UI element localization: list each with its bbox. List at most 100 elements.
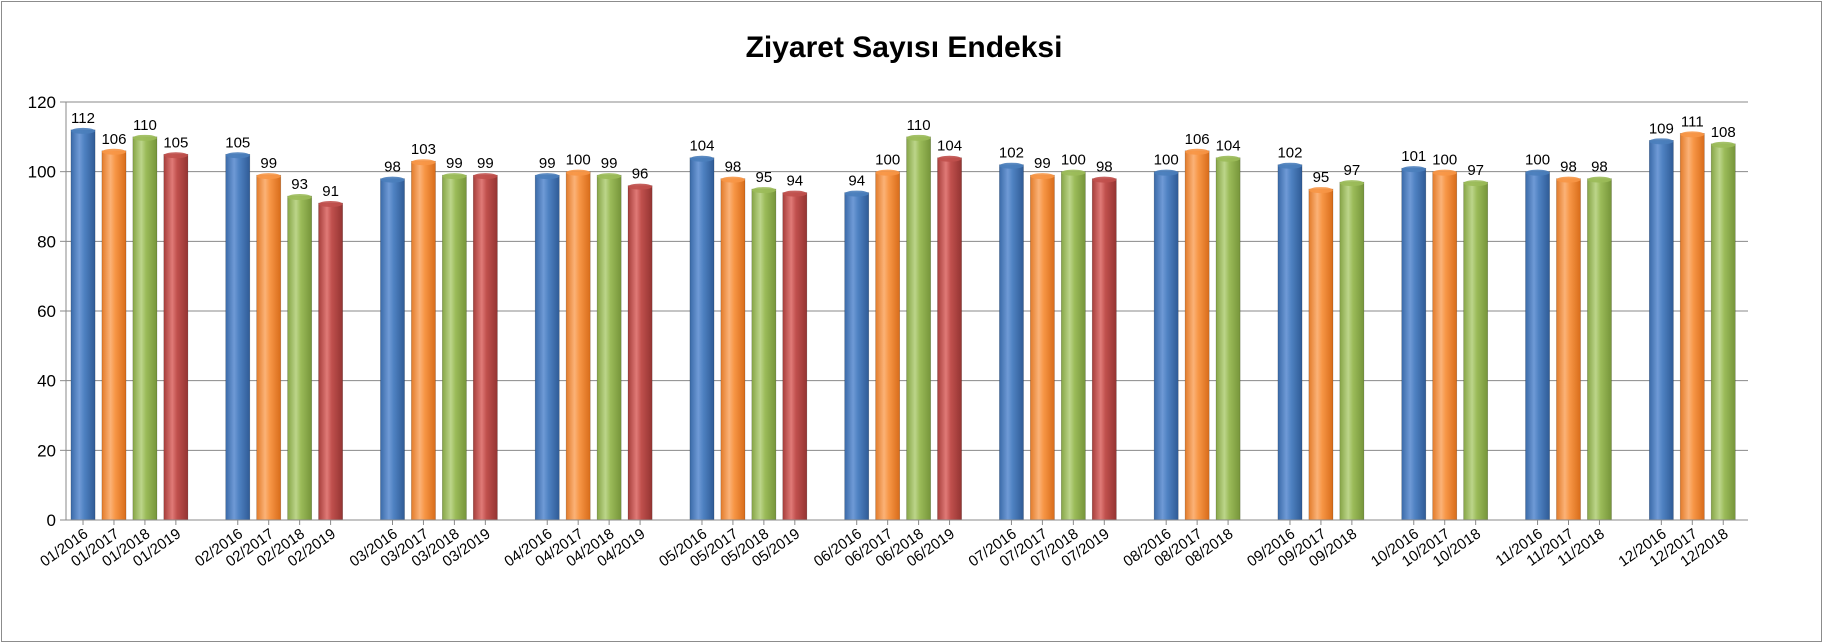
data-label: 103 [411,141,436,158]
data-label: 104 [1216,138,1241,155]
bar-2017 [1679,133,1705,521]
bar-2016 [999,164,1024,521]
bar-2016 [380,178,405,521]
data-label: 111 [1681,113,1704,130]
data-label: 91 [322,183,339,200]
data-label: 99 [446,155,463,172]
chart-title: Ziyaret Sayısı Endeksi [746,31,1063,64]
data-label: 99 [477,155,494,172]
bar-top [287,194,312,201]
data-label: 98 [1096,159,1113,176]
bar-top [101,148,127,155]
bar-top [132,134,157,141]
data-label: 108 [1711,124,1736,141]
bar-top [1061,169,1086,176]
bar-2016 [1648,140,1674,521]
bar-2018 [906,136,931,521]
bar-top [1339,180,1364,187]
bar-2016 [1153,171,1179,521]
bar-top [1030,173,1055,180]
bar-2019 [163,153,189,521]
bar-2018 [1060,171,1086,521]
data-label: 97 [1344,162,1361,179]
data-label: 98 [1591,159,1608,176]
y-axis: 0 20 40 60 80 100 120 [28,93,67,530]
bar-top [875,169,900,176]
bar-2017 [565,171,591,521]
data-label: 98 [1560,159,1577,176]
bar-top [1649,138,1674,145]
bar-top [535,173,560,180]
data-label: 105 [225,134,250,151]
bar-2018 [596,174,622,521]
bar-top [689,155,715,162]
bar-top [628,183,653,190]
y-tick-label: 20 [37,441,56,460]
bar-2018 [1710,143,1736,521]
bar-top [225,152,250,159]
data-label: 99 [601,155,618,172]
data-label: 104 [937,138,962,155]
bar-top [163,152,188,159]
data-label: 100 [1061,152,1086,169]
bar-2018 [132,136,158,521]
data-label: 109 [1649,120,1674,137]
bar-2016 [1277,164,1303,521]
bar-top [70,127,96,134]
bar-top [1556,176,1581,183]
bar-2017 [875,171,901,521]
y-tick-label: 100 [28,163,56,182]
bar-top [1185,148,1210,155]
y-tick-label: 0 [47,511,56,530]
bar-2017 [411,160,436,521]
bar-2018 [1463,181,1489,521]
bar-top [1525,169,1550,176]
data-label: 105 [163,134,188,151]
bar-top [1092,176,1117,183]
bar-2018 [1215,157,1241,521]
data-label: 110 [133,117,157,134]
data-label: 112 [71,110,95,127]
bar-2017 [1184,150,1210,521]
bar-top [1711,141,1736,148]
data-label: 95 [756,169,773,186]
data-label: 101 [1401,148,1426,165]
data-label: 94 [848,173,865,190]
data-label: 104 [689,138,714,155]
data-label: 98 [725,159,742,176]
data-label: 102 [999,145,1024,162]
bar-top [318,201,343,208]
bar-top [720,176,745,183]
data-label: 100 [1432,152,1457,169]
bar-top [937,155,962,162]
bar-2016 [225,153,251,521]
data-label: 106 [1185,131,1210,148]
y-tick-label: 120 [28,93,56,112]
bar-top [1308,187,1333,194]
bar-2017 [1308,188,1334,521]
bar-2017 [1556,178,1581,521]
bar-2017 [256,174,282,521]
bar-top [751,187,776,194]
data-label: 99 [260,155,277,172]
bar-top [782,190,807,197]
bar-2017 [101,150,127,521]
data-label: 98 [384,159,401,176]
bar-2016 [534,174,560,521]
data-label: 97 [1467,162,1484,179]
bar-2019 [627,185,653,521]
data-label: 96 [632,166,649,183]
bar-2016 [1525,171,1550,521]
data-label: 100 [1525,152,1550,169]
bar-top [1401,166,1426,173]
y-tick-label: 40 [37,372,56,391]
bar-2019 [937,157,962,521]
bars: 112 106 110 105 105 99 93 91 98 103 99 99 99 100 99 96 1… [70,110,1736,521]
bar-top [1587,176,1612,183]
bar-top [411,159,436,166]
bar-2016 [70,129,96,521]
data-label: 100 [1154,152,1179,169]
y-tick-label: 80 [37,232,56,251]
